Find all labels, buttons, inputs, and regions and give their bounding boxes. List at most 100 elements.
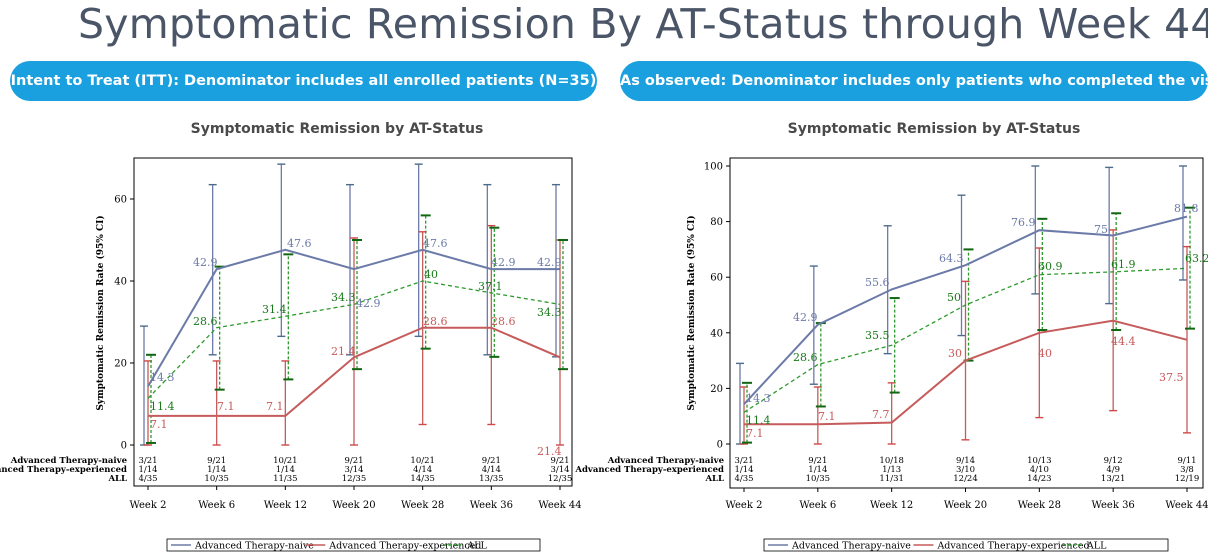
count-value: 1/14 [734, 465, 753, 475]
count-row-label: ALL [107, 474, 127, 484]
count-value: 4/10 [1030, 465, 1049, 475]
count-value: 10/21 [410, 456, 435, 466]
count-row-label: ALL [704, 474, 724, 484]
count-value: 9/21 [207, 456, 226, 466]
count-value: 3/14 [344, 465, 363, 475]
legend-box [166, 538, 541, 552]
x-tick-label: Week 2 [726, 500, 763, 511]
count-value: 10/35 [204, 474, 229, 484]
count-value: 9/12 [1104, 456, 1123, 466]
data-label-experienced: 7.1 [217, 400, 235, 413]
data-label-naive: 14.3 [150, 371, 175, 384]
count-value: 3/14 [550, 465, 569, 475]
data-label-experienced: 37.5 [1159, 371, 1184, 384]
count-value: 10/21 [273, 456, 298, 466]
data-label-experienced: 44.4 [1111, 335, 1136, 348]
data-label-all: 11.4 [746, 414, 771, 427]
count-value: 4/14 [482, 465, 501, 475]
y-tick-label: 60 [114, 195, 127, 206]
count-value: 4/35 [734, 474, 753, 484]
chart-title: Symptomatic Remission by AT-Status [191, 121, 484, 137]
count-value: 1/14 [138, 465, 157, 475]
y-tick-label: 60 [710, 273, 723, 284]
data-label-all: 40 [424, 268, 438, 281]
data-label-all: 11.4 [150, 400, 175, 413]
as-observed-banner: As observed: Denominator includes only p… [620, 61, 1208, 101]
count-value: 9/21 [482, 456, 501, 466]
y-tick-label: 40 [710, 328, 723, 339]
data-label-all: 61.9 [1111, 258, 1136, 271]
y-tick-label: 0 [121, 441, 127, 452]
count-row-label: Advanced Therapy-experienced [574, 465, 724, 475]
count-value: 1/14 [207, 465, 226, 475]
y-tick-label: 20 [710, 384, 723, 395]
x-tick-label: Week 20 [944, 500, 987, 511]
data-label-experienced: 28.6 [491, 315, 516, 328]
y-tick-label: 80 [710, 217, 723, 228]
count-value: 1/14 [276, 465, 295, 475]
x-tick-label: Week 36 [1092, 500, 1135, 511]
count-value: 3/21 [734, 456, 753, 466]
data-label-naive: 42.9 [356, 297, 381, 310]
count-row-label: Advanced Therapy-naive [607, 456, 725, 466]
x-tick-label: Week 6 [799, 500, 836, 511]
x-tick-label: Week 20 [332, 500, 375, 511]
data-label-naive: 42.9 [491, 256, 516, 269]
data-label-experienced: 7.1 [746, 427, 764, 440]
x-tick-label: Week 12 [870, 500, 913, 511]
count-value: 1/13 [882, 465, 901, 475]
series-line-experienced [744, 319, 1188, 426]
data-label-experienced: 40 [1038, 347, 1052, 360]
count-value: 12/35 [342, 474, 367, 484]
count-value: 11/31 [879, 474, 904, 484]
data-label-all: 34.3 [537, 306, 562, 319]
data-label-naive: 47.6 [423, 237, 448, 250]
data-label-experienced: 7.1 [266, 400, 284, 413]
count-value: 3/10 [956, 465, 975, 475]
legend-label-experienced: Advanced Therapy-experienced [936, 541, 1089, 552]
data-label-experienced: 7.7 [872, 408, 890, 421]
y-axis-label: Symptomatic Remission Rate (95% CI) [686, 215, 697, 410]
count-value: 4/9 [1106, 465, 1120, 475]
x-tick-label: Week 44 [1165, 500, 1208, 511]
count-value: 9/11 [1177, 456, 1196, 466]
data-label-naive: 42.9 [193, 256, 218, 269]
legend-label-experienced: Advanced Therapy-experienced [328, 541, 481, 552]
count-value: 9/21 [344, 456, 363, 466]
data-label-experienced: 7.1 [150, 418, 168, 431]
y-tick-label: 20 [114, 359, 127, 370]
series-line-all [147, 280, 561, 399]
data-label-naive: 81.8 [1174, 202, 1199, 215]
itt-banner: Intent to Treat (ITT): Denominator inclu… [10, 61, 597, 101]
data-label-naive: 14.3 [746, 392, 771, 405]
data-label-all: 35.5 [865, 329, 890, 342]
count-value: 13/35 [479, 474, 504, 484]
data-label-experienced: 28.6 [423, 315, 448, 328]
series-line-naive [147, 248, 560, 387]
data-label-all: 34.3 [331, 291, 356, 304]
legend-label-naive: Advanced Therapy-naive [791, 541, 911, 552]
data-label-naive: 64.3 [939, 252, 964, 265]
data-label-naive: 55.6 [865, 276, 890, 289]
data-label-naive: 75 [1094, 223, 1108, 236]
data-label-all: 63.2 [1185, 252, 1208, 265]
x-tick-label: Week 12 [264, 500, 307, 511]
count-value: 10/35 [806, 474, 831, 484]
plot-frame [133, 157, 573, 487]
count-value: 9/21 [550, 456, 569, 466]
data-label-all: 50 [947, 291, 961, 304]
x-tick-label: Week 36 [470, 500, 513, 511]
plot-frame [729, 157, 1204, 489]
series-line-naive [743, 215, 1188, 405]
count-value: 3/8 [1180, 465, 1194, 475]
y-tick-label: 100 [704, 162, 723, 173]
count-row-label: Advanced Therapy-naive [10, 456, 128, 466]
count-value: 14/35 [410, 474, 435, 484]
data-label-all: 60.9 [1038, 260, 1063, 273]
count-value: 12/35 [548, 474, 573, 484]
data-label-all: 28.6 [193, 315, 218, 328]
count-value: 10/18 [879, 456, 904, 466]
count-value: 14/23 [1027, 474, 1052, 484]
series-line-experienced [148, 326, 561, 417]
